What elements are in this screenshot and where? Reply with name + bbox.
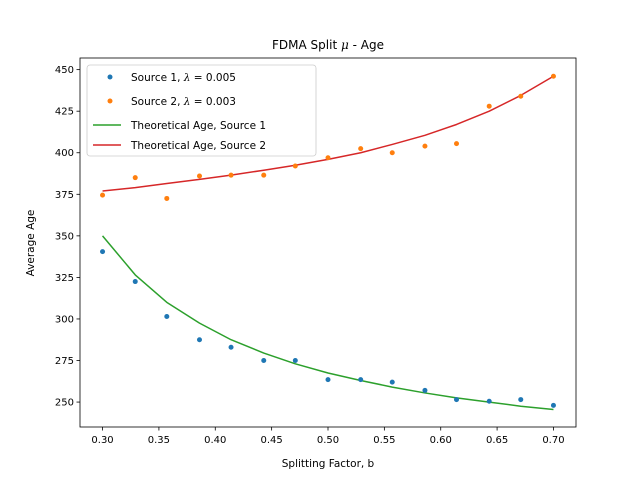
axes-frame: [79, 57, 577, 428]
series-1-point: [325, 155, 331, 161]
series-1-point: [132, 175, 138, 181]
y-tick-label: 375: [55, 190, 74, 201]
y-tick-label: 250: [55, 398, 74, 409]
y-tick-label: 450: [55, 65, 74, 76]
series-0-point: [486, 398, 492, 404]
x-axis-ticks: 0.30 0.35 0.40 0.45 0.50 0.55 0.60 0.65 0.70: [91, 427, 565, 446]
y-axis-ticks: 250 275 300 325 350 375 400 425 450: [55, 65, 80, 409]
y-tick-label: 325: [55, 273, 74, 284]
series-0-point: [100, 249, 106, 255]
y-tick-label: 275: [55, 356, 74, 367]
legend-label-source-2: Source 2, λ = 0.003: [131, 96, 236, 108]
series-1-point: [486, 103, 492, 109]
x-tick-label: 0.50: [317, 435, 339, 446]
y-tick-label: 425: [55, 107, 74, 118]
y-axis-label: Average Age: [25, 210, 37, 277]
series-0-point: [518, 397, 524, 403]
series-0-point: [422, 387, 428, 393]
series-1-point: [164, 195, 170, 201]
series-1-point: [422, 143, 428, 149]
series-0-point: [261, 358, 267, 364]
series-1-point: [454, 141, 460, 147]
x-tick-label: 0.55: [373, 435, 395, 446]
series-0-point: [164, 313, 170, 319]
series-0-point: [196, 337, 202, 343]
series-0-point: [325, 377, 331, 383]
y-tick-label: 400: [55, 148, 74, 159]
x-tick-label: 0.45: [261, 435, 283, 446]
series-1-point: [100, 192, 106, 198]
series-line-2: [101, 235, 554, 411]
chart-title: FDMA Split μ - Age: [272, 38, 384, 52]
legend-label-theoretical-1: Theoretical Age, Source 1: [130, 120, 266, 132]
legend-box: [86, 64, 317, 157]
legend-label-theoretical-2: Theoretical Age, Source 2: [130, 140, 266, 152]
legend-marker-source-1: [107, 74, 113, 80]
x-tick-label: 0.35: [148, 435, 170, 446]
x-tick-label: 0.30: [91, 435, 113, 446]
plot-area: [100, 73, 556, 411]
series-0-point: [454, 397, 460, 403]
series-1-point: [358, 146, 364, 152]
series-0-point: [292, 358, 298, 364]
series-1-point: [550, 73, 556, 79]
x-tick-label: 0.65: [486, 435, 508, 446]
series-1-point: [228, 172, 234, 178]
y-tick-label: 300: [55, 314, 74, 325]
series-1-point: [518, 93, 524, 99]
series-0-point: [550, 402, 556, 408]
series-1-point: [261, 172, 267, 178]
x-axis-label: Splitting Factor, b: [282, 458, 375, 470]
series-1-point: [292, 163, 298, 169]
series-0-point: [358, 377, 364, 383]
x-tick-label: 0.70: [542, 435, 564, 446]
series-1-point: [389, 150, 395, 156]
legend-label-source-1: Source 1, λ = 0.005: [131, 72, 236, 84]
series-1-point: [196, 173, 202, 179]
x-tick-label: 0.60: [430, 435, 452, 446]
legend: Source 1, λ = 0.005 Source 2, λ = 0.003 …: [86, 64, 317, 157]
y-tick-label: 350: [55, 231, 74, 242]
series-0-point: [228, 344, 234, 350]
legend-marker-source-2: [107, 98, 113, 104]
x-tick-label: 0.40: [204, 435, 226, 446]
series-0-point: [132, 279, 138, 285]
series-0-point: [389, 379, 395, 385]
